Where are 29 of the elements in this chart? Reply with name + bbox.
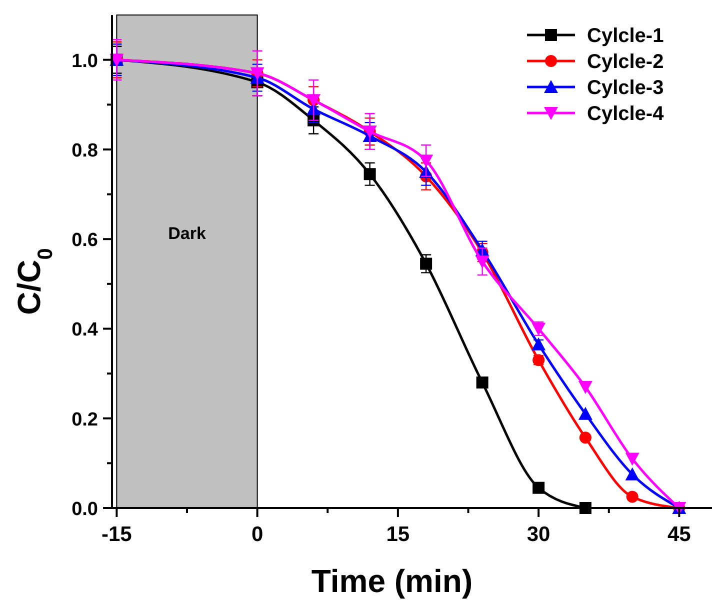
point xyxy=(625,452,640,466)
y-tick-label: 0.6 xyxy=(72,230,98,252)
y-tick-label: 1.0 xyxy=(72,50,98,72)
point xyxy=(420,258,432,270)
point xyxy=(625,467,640,480)
legend-label: Cylcle-1 xyxy=(587,25,664,47)
y-tick-label: 0.8 xyxy=(72,140,98,162)
y-tick-label: 0.0 xyxy=(72,499,98,520)
x-tick-label: -15 xyxy=(102,523,132,546)
y-tick-label: 0.2 xyxy=(72,409,98,430)
legend-label: Cylcle-4 xyxy=(587,103,665,125)
point xyxy=(578,406,592,420)
x-tick-label: 0 xyxy=(251,523,264,546)
x-tick-label: 30 xyxy=(526,523,550,546)
point xyxy=(578,380,592,394)
legend-label: Cylcle-2 xyxy=(587,51,664,73)
point xyxy=(579,432,592,444)
point xyxy=(626,490,638,503)
point xyxy=(476,376,488,389)
point xyxy=(364,168,376,180)
point xyxy=(532,482,545,494)
point xyxy=(419,154,434,168)
x-axis-title: Time (min) xyxy=(311,563,473,599)
x-tick-label: 15 xyxy=(386,523,410,546)
legend-label: Cylcle-3 xyxy=(587,77,664,99)
x-tick-label: 45 xyxy=(668,523,692,546)
band-label: Dark xyxy=(168,224,206,244)
y-tick-label: 0.4 xyxy=(72,320,98,341)
point xyxy=(475,256,490,268)
